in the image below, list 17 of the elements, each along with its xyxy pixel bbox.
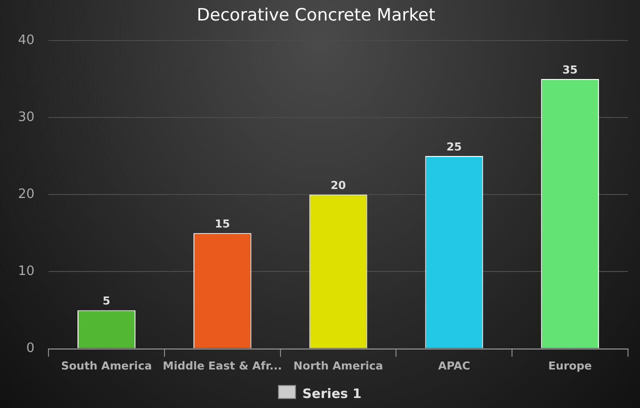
y-tick-label: 20: [18, 186, 35, 202]
y-tick-label: 0: [26, 341, 35, 356]
x-tick-label: Europe: [548, 359, 592, 372]
x-tick-label: North America: [293, 359, 384, 372]
data-label: 35: [562, 63, 578, 76]
y-tick-label: 30: [18, 110, 35, 125]
x-tick-label: South America: [61, 359, 152, 372]
x-tick-label: APAC: [438, 359, 470, 372]
y-tick-label: 10: [18, 264, 35, 280]
x-tick-label: Middle East & Afr...: [162, 359, 282, 372]
data-label: 5: [102, 294, 110, 308]
y-tick-label: 40: [18, 32, 35, 48]
data-label: 25: [446, 140, 462, 154]
data-label: 15: [214, 218, 230, 231]
data-label: 20: [330, 178, 346, 192]
text: Series 1: [302, 387, 362, 402]
chart-title: Decorative Concrete Market: [196, 6, 436, 26]
